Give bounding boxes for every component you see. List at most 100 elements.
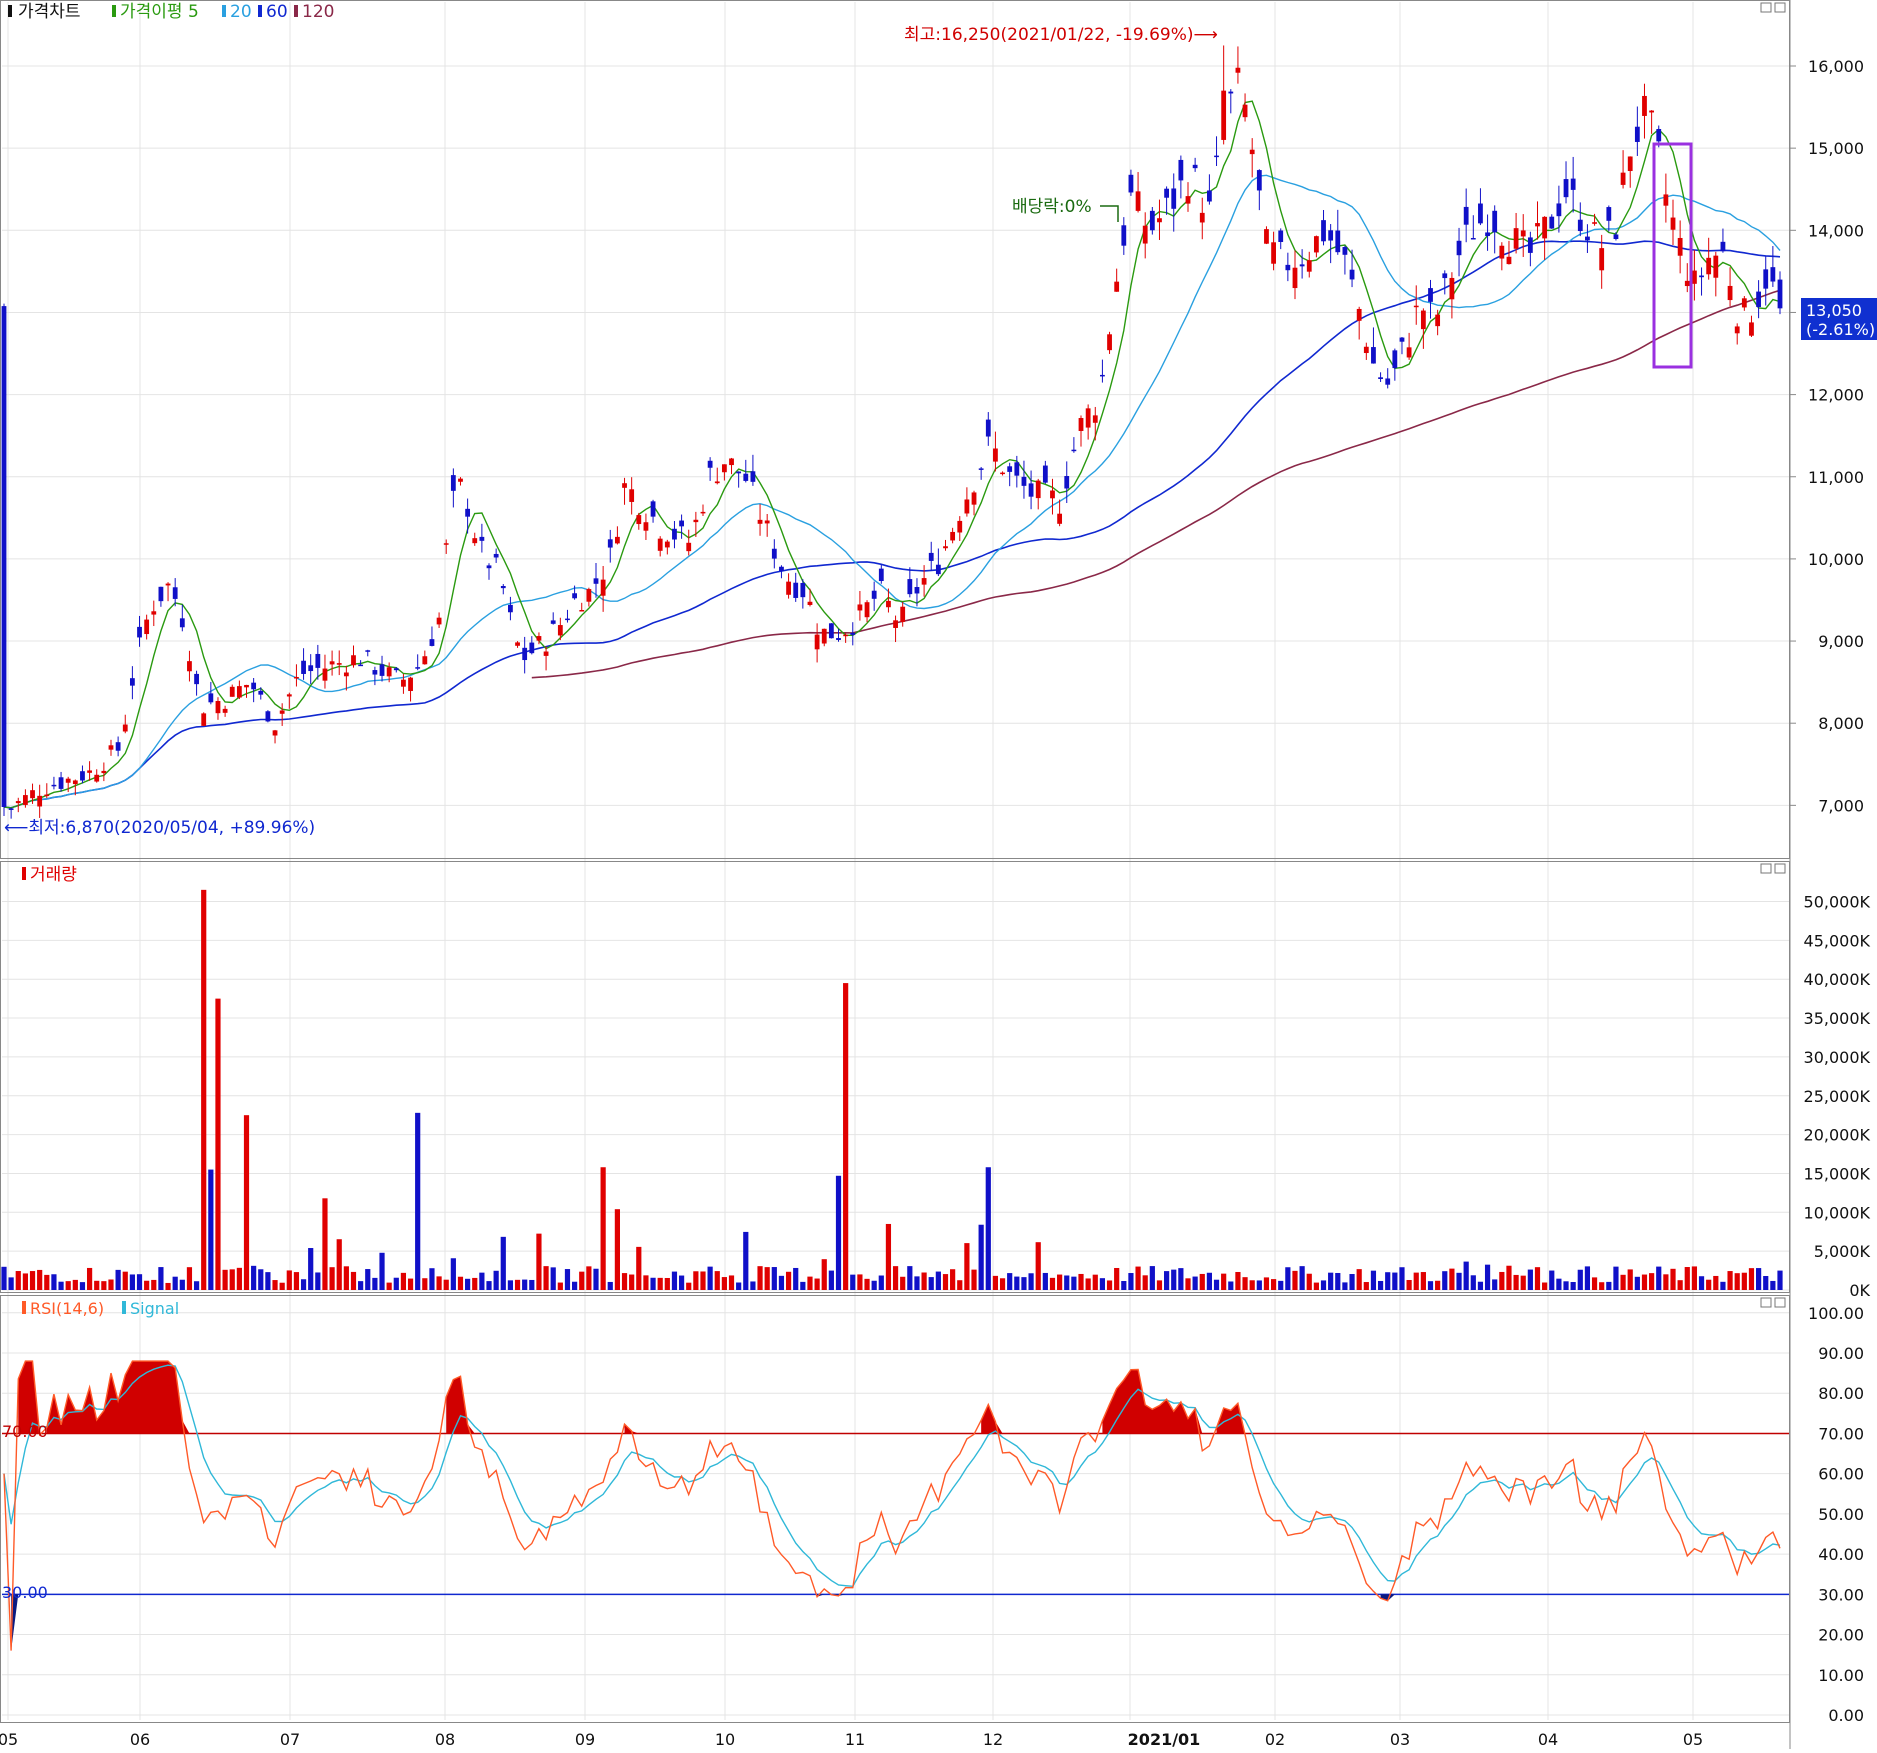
volume-bar xyxy=(1313,1282,1319,1290)
volume-bar xyxy=(971,1269,977,1290)
candle-body xyxy=(1000,472,1005,475)
rsi-line xyxy=(3,1360,1781,1651)
volume-bar xyxy=(243,1115,250,1290)
volume-bar xyxy=(1477,1281,1484,1290)
candle-body xyxy=(786,581,791,595)
candle-body xyxy=(522,647,528,661)
volume-bar xyxy=(950,1269,956,1290)
rsi-tick-label: 60.00 xyxy=(1818,1465,1864,1484)
candle-body xyxy=(1727,285,1733,301)
candle-body xyxy=(579,610,585,612)
minimize-icon[interactable] xyxy=(1760,1297,1772,1308)
volume-bar xyxy=(1549,1270,1555,1290)
candle-body xyxy=(115,742,121,751)
candle-body xyxy=(1677,237,1683,256)
candle-body xyxy=(1599,248,1605,271)
legend-ma60: 60 xyxy=(266,2,288,22)
volume-bar xyxy=(1484,1264,1491,1290)
candle-body xyxy=(187,661,192,672)
volume-bar xyxy=(1763,1276,1769,1290)
volume-bar xyxy=(72,1279,78,1290)
volume-bar xyxy=(1606,1281,1612,1290)
candle-body xyxy=(108,745,114,750)
volume-bar xyxy=(1741,1272,1747,1290)
candle-body xyxy=(1485,232,1490,237)
candle-body xyxy=(1135,191,1141,211)
candle-body xyxy=(1192,164,1198,169)
volume-bar xyxy=(136,1274,143,1290)
candle-body xyxy=(279,710,285,714)
candle-body xyxy=(793,582,799,598)
volume-bar xyxy=(101,1281,107,1290)
candle-body xyxy=(1435,314,1441,327)
volume-bar xyxy=(329,1267,335,1290)
candle-body xyxy=(1278,230,1284,242)
x-tick-label: 06 xyxy=(130,1730,150,1749)
candle-body xyxy=(1527,237,1533,253)
candle-body xyxy=(436,617,442,625)
candle-body xyxy=(1235,67,1241,73)
x-tick-label: 04 xyxy=(1538,1730,1558,1749)
volume-bar xyxy=(1042,1272,1048,1290)
rsi-upper-label: 70.00 xyxy=(2,1422,48,1441)
volume-bar xyxy=(1356,1269,1362,1290)
x-tick-label: 07 xyxy=(280,1730,300,1749)
rsi-lower-label: 30.00 xyxy=(2,1583,48,1602)
volume-bar xyxy=(686,1282,692,1290)
volume-bar xyxy=(1078,1273,1084,1290)
candle-body xyxy=(935,564,941,575)
volume-bar xyxy=(186,1267,193,1290)
candle-body xyxy=(1206,190,1212,202)
candle-body xyxy=(486,565,492,569)
volume-bar xyxy=(714,1271,720,1290)
close-icon[interactable] xyxy=(1774,863,1786,874)
volume-bar xyxy=(1049,1277,1056,1290)
volume-bar xyxy=(992,1275,999,1290)
rsi-tick-label: 0.00 xyxy=(1828,1706,1864,1725)
volume-bar xyxy=(236,1267,242,1290)
candle-body xyxy=(215,701,221,714)
volume-bar xyxy=(978,1224,984,1290)
candle-body xyxy=(914,587,920,594)
candle-body xyxy=(1513,228,1519,249)
candle-body xyxy=(893,620,898,628)
legend-ma20-swatch xyxy=(222,5,226,17)
volume-bar xyxy=(771,1267,777,1290)
candle-body xyxy=(1428,288,1433,302)
candle-body xyxy=(1356,308,1362,321)
volume-bar xyxy=(985,1167,991,1290)
close-icon[interactable] xyxy=(1774,1297,1786,1308)
candle-body xyxy=(172,587,178,599)
candle-body xyxy=(208,693,214,703)
candle-body xyxy=(850,632,856,635)
volume-bar xyxy=(1106,1280,1113,1290)
candle-body xyxy=(1535,223,1540,227)
candle-body xyxy=(365,650,371,652)
volume-bar xyxy=(1591,1277,1598,1290)
candle-body xyxy=(1221,90,1227,140)
volume-bar xyxy=(1492,1279,1498,1290)
minimize-icon[interactable] xyxy=(1760,863,1772,874)
candle-body xyxy=(721,464,727,473)
volume-bar xyxy=(1613,1266,1619,1290)
candle-body xyxy=(122,724,128,732)
dividend-annotation: 배당락:0% xyxy=(1012,197,1092,217)
candle-body xyxy=(957,520,963,533)
volume-bar xyxy=(1135,1266,1141,1290)
volume-bar xyxy=(108,1279,114,1290)
candle-body xyxy=(1613,234,1619,240)
x-tick-label: 05 xyxy=(1683,1730,1703,1749)
candle-body xyxy=(1399,337,1405,342)
candle-body xyxy=(943,546,948,549)
volume-bar xyxy=(785,1271,792,1290)
volume-bar xyxy=(350,1271,357,1290)
candle-body xyxy=(985,419,991,437)
volume-bar xyxy=(1014,1276,1020,1290)
volume-bar xyxy=(757,1266,763,1290)
minimize-icon[interactable] xyxy=(1760,2,1772,13)
rsi-lines xyxy=(2,1360,1789,1651)
close-icon[interactable] xyxy=(1774,2,1786,13)
volume-bar xyxy=(1499,1271,1505,1290)
volume-bar xyxy=(586,1266,592,1290)
volume-bar xyxy=(286,1270,292,1290)
